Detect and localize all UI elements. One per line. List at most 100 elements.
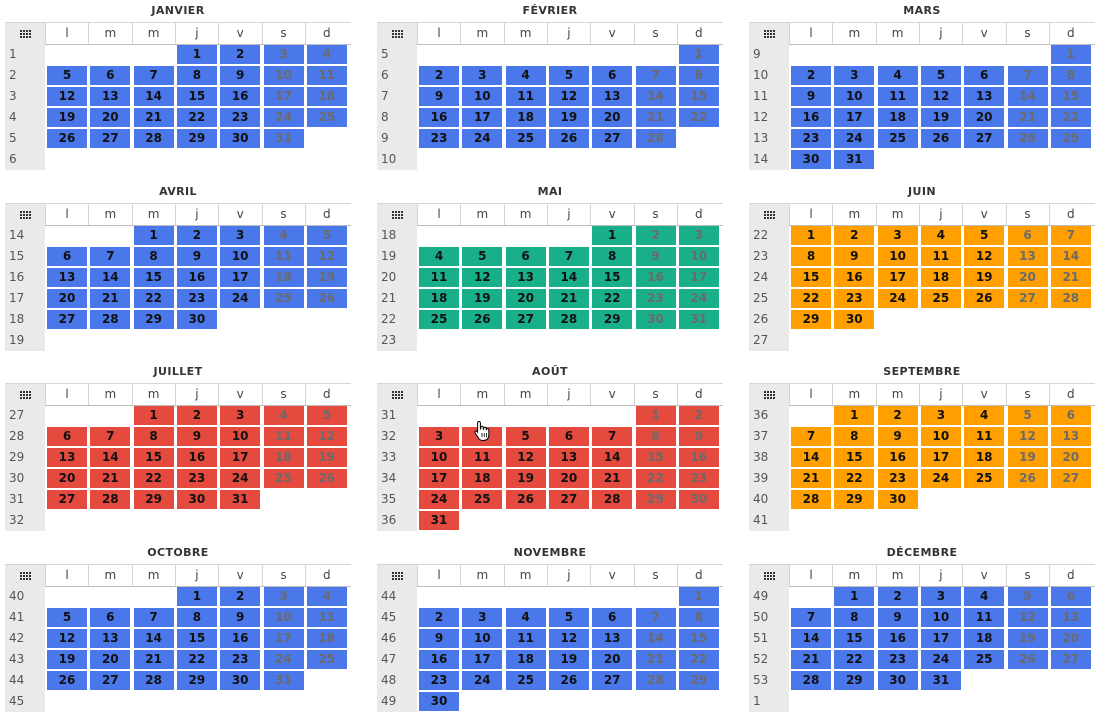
day-cell[interactable]: 13 [90, 87, 131, 106]
day-cell[interactable]: 21 [635, 108, 676, 127]
day-cell[interactable]: 3 [920, 587, 961, 606]
day-cell[interactable]: 13 [90, 629, 131, 648]
day-cell[interactable]: 8 [133, 427, 174, 446]
day-cell[interactable]: 8 [635, 427, 676, 446]
day-cell[interactable]: 14 [548, 268, 589, 287]
day-cell[interactable]: 14 [791, 448, 831, 467]
day-cell[interactable]: 11 [964, 608, 1005, 627]
day-cell[interactable]: 13 [1050, 427, 1091, 446]
day-cell[interactable]: 10 [263, 66, 304, 85]
day-cell[interactable]: 27 [964, 129, 1005, 148]
day-cell[interactable]: 8 [834, 608, 875, 627]
day-cell[interactable]: 8 [678, 66, 719, 85]
day-cell[interactable]: 8 [176, 66, 217, 85]
day-cell[interactable]: 15 [133, 268, 174, 287]
day-cell[interactable]: 28 [635, 129, 676, 148]
day-cell[interactable]: 19 [505, 469, 546, 488]
day-cell[interactable]: 27 [90, 129, 131, 148]
day-cell[interactable]: 25 [505, 671, 546, 690]
day-cell[interactable]: 28 [90, 310, 131, 329]
day-cell[interactable]: 14 [133, 87, 174, 106]
day-cell[interactable]: 25 [964, 650, 1005, 669]
day-cell[interactable]: 31 [220, 490, 261, 509]
day-cell[interactable]: 29 [635, 490, 676, 509]
day-cell[interactable]: 25 [462, 490, 503, 509]
day-cell[interactable]: 16 [877, 629, 918, 648]
day-cell[interactable]: 12 [1007, 608, 1048, 627]
day-cell[interactable]: 25 [920, 289, 961, 308]
day-cell[interactable]: 7 [133, 66, 174, 85]
day-cell[interactable]: 20 [1050, 629, 1091, 648]
day-cell[interactable]: 12 [1007, 427, 1048, 446]
day-cell[interactable]: 7 [90, 427, 131, 446]
day-cell[interactable]: 4 [964, 587, 1005, 606]
day-cell[interactable]: 10 [920, 427, 961, 446]
day-cell[interactable]: 5 [548, 66, 589, 85]
day-cell[interactable]: 9 [220, 608, 261, 627]
day-cell[interactable]: 22 [592, 289, 633, 308]
day-cell[interactable]: 10 [920, 608, 961, 627]
day-cell[interactable]: 18 [964, 629, 1005, 648]
day-cell[interactable]: 26 [462, 310, 503, 329]
day-cell[interactable]: 15 [133, 448, 174, 467]
day-cell[interactable]: 6 [548, 427, 589, 446]
day-cell[interactable]: 10 [462, 629, 503, 648]
day-cell[interactable]: 4 [419, 247, 459, 266]
day-cell[interactable]: 10 [877, 247, 918, 266]
day-cell[interactable]: 3 [834, 66, 875, 85]
day-cell[interactable]: 21 [133, 650, 174, 669]
day-cell[interactable]: 24 [920, 469, 961, 488]
day-cell[interactable]: 27 [1050, 650, 1091, 669]
day-cell[interactable]: 14 [90, 448, 131, 467]
day-cell[interactable]: 14 [90, 268, 131, 287]
day-cell[interactable]: 12 [964, 247, 1005, 266]
day-cell[interactable]: 24 [834, 129, 875, 148]
day-cell[interactable]: 27 [592, 671, 633, 690]
day-cell[interactable]: 5 [548, 608, 589, 627]
day-cell[interactable]: 9 [834, 247, 875, 266]
day-cell[interactable]: 10 [462, 87, 503, 106]
day-cell[interactable]: 21 [1050, 268, 1091, 287]
day-cell[interactable]: 1 [791, 226, 831, 245]
day-cell[interactable]: 13 [592, 629, 633, 648]
day-cell[interactable]: 29 [176, 129, 217, 148]
day-cell[interactable]: 21 [791, 469, 831, 488]
day-cell[interactable]: 3 [877, 226, 918, 245]
day-cell[interactable]: 25 [263, 469, 304, 488]
day-cell[interactable]: 5 [306, 406, 347, 425]
day-cell[interactable]: 5 [1007, 587, 1048, 606]
day-cell[interactable]: 19 [47, 108, 87, 127]
day-cell[interactable]: 15 [176, 629, 217, 648]
day-cell[interactable]: 24 [220, 289, 261, 308]
day-cell[interactable]: 22 [791, 289, 831, 308]
day-cell[interactable]: 30 [176, 490, 217, 509]
day-cell[interactable]: 4 [306, 587, 347, 606]
day-cell[interactable]: 15 [635, 448, 676, 467]
day-cell[interactable]: 30 [419, 692, 459, 711]
day-cell[interactable]: 27 [1007, 289, 1048, 308]
day-cell[interactable]: 9 [419, 629, 459, 648]
day-cell[interactable]: 11 [306, 608, 347, 627]
day-cell[interactable]: 8 [592, 247, 633, 266]
day-cell[interactable]: 11 [419, 268, 459, 287]
day-cell[interactable]: 8 [1050, 66, 1091, 85]
day-cell[interactable]: 16 [176, 448, 217, 467]
day-cell[interactable]: 12 [548, 87, 589, 106]
day-cell[interactable]: 20 [964, 108, 1005, 127]
day-cell[interactable]: 25 [419, 310, 459, 329]
day-cell[interactable]: 3 [220, 406, 261, 425]
day-cell[interactable]: 4 [263, 226, 304, 245]
day-cell[interactable]: 19 [1007, 448, 1048, 467]
day-cell[interactable]: 23 [791, 129, 831, 148]
day-cell[interactable]: 23 [419, 129, 459, 148]
day-cell[interactable]: 20 [1007, 268, 1048, 287]
day-cell[interactable]: 25 [877, 129, 918, 148]
day-cell[interactable]: 19 [306, 268, 347, 287]
day-cell[interactable]: 24 [877, 289, 918, 308]
day-cell[interactable]: 25 [306, 108, 347, 127]
day-cell[interactable]: 6 [592, 66, 633, 85]
day-cell[interactable]: 28 [592, 490, 633, 509]
day-cell[interactable]: 12 [47, 87, 87, 106]
day-cell[interactable]: 3 [462, 66, 503, 85]
day-cell[interactable]: 17 [462, 650, 503, 669]
